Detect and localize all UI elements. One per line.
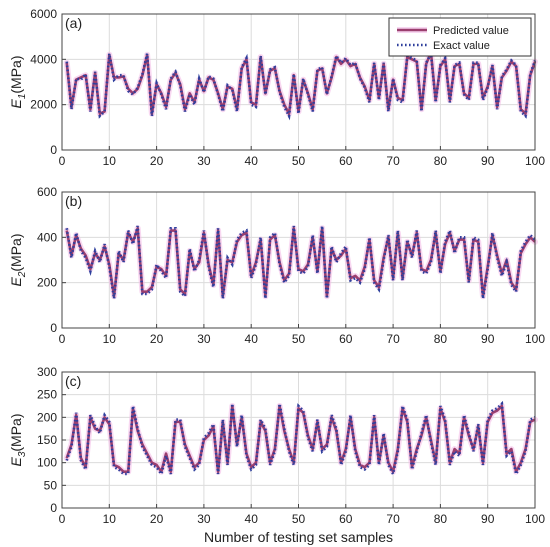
legend-label-predicted: Predicted value [433, 25, 509, 37]
y-axis-label: E1(MPa) [8, 55, 28, 108]
x-tick-label: 10 [103, 154, 117, 168]
x-axis-label: Number of testing set samples [204, 529, 393, 545]
x-tick-label: 40 [245, 512, 259, 526]
y-axis-label-subscript: 1 [17, 94, 28, 100]
y-tick-label: 250 [37, 388, 57, 402]
x-tick-label: 50 [292, 332, 306, 346]
y-tick-label: 150 [37, 433, 57, 447]
y-tick-label: 0 [50, 501, 57, 515]
series-line-exact [65, 400, 536, 478]
x-tick-label: 30 [197, 154, 211, 168]
y-axis-label-symbol: E [8, 99, 24, 109]
y-tick-label: 400 [37, 230, 57, 244]
x-tick-label: 80 [434, 512, 448, 526]
y-tick-label: 600 [37, 185, 57, 199]
y-tick-label: 200 [37, 410, 57, 424]
y-tick-label: 4000 [30, 52, 57, 66]
x-tick-label: 70 [386, 332, 400, 346]
x-tick-label: 0 [59, 332, 66, 346]
x-tick-label: 100 [525, 332, 545, 346]
predicted-halo [63, 403, 538, 475]
y-axis-label-subscript: 3 [17, 451, 28, 457]
x-tick-label: 60 [339, 512, 353, 526]
y-axis-label-symbol: E [8, 277, 24, 287]
y-tick-label: 2000 [30, 98, 57, 112]
x-tick-label: 40 [245, 154, 259, 168]
panel-label: (b) [65, 193, 82, 209]
y-axis-label-unit: (MPa) [8, 413, 24, 451]
x-tick-label: 10 [103, 512, 117, 526]
y-axis-label: E3(MPa) [8, 413, 28, 466]
series-line-exact [65, 225, 536, 300]
y-axis-label-unit: (MPa) [8, 233, 24, 271]
x-tick-label: 90 [481, 332, 495, 346]
y-tick-label: 200 [37, 276, 57, 290]
panel-3: 0 10 20 30 40 50 60 70 80 90 100 0 50 100 150 200 250 300… [8, 365, 545, 545]
x-tick-label: 100 [525, 512, 545, 526]
x-tick-label: 60 [339, 154, 353, 168]
y-tick-label: 50 [44, 478, 58, 492]
x-tick-label: 50 [292, 154, 306, 168]
y-axis-label-symbol: E [8, 457, 24, 467]
y-axis-label: E2(MPa) [8, 233, 28, 286]
x-tick-label: 20 [150, 154, 164, 168]
x-tick-label: 60 [339, 332, 353, 346]
x-tick-label: 70 [386, 154, 400, 168]
y-tick-label: 300 [37, 365, 57, 379]
series-line-predicted [65, 226, 536, 298]
x-tick-label: 30 [197, 332, 211, 346]
y-tick-label: 0 [50, 321, 57, 335]
panel-label: (c) [65, 373, 81, 389]
x-tick-label: 80 [434, 332, 448, 346]
x-tick-label: 20 [150, 332, 164, 346]
x-tick-label: 40 [245, 332, 259, 346]
panel-1: 0 10 20 30 40 50 60 70 80 90 100 0 2000 4000 6000 (a) E1… [8, 7, 545, 168]
x-tick-label: 90 [481, 154, 495, 168]
x-tick-label: 10 [103, 332, 117, 346]
y-tick-label: 0 [50, 143, 57, 157]
x-tick-label: 30 [197, 512, 211, 526]
y-axis-label-unit: (MPa) [8, 55, 24, 93]
x-tick-label: 80 [434, 154, 448, 168]
x-tick-label: 50 [292, 512, 306, 526]
y-tick-label: 6000 [30, 7, 57, 21]
legend-box [388, 17, 532, 57]
series-line-exact [65, 49, 537, 121]
x-tick-label: 20 [150, 512, 164, 526]
panel-label: (a) [65, 15, 82, 31]
x-tick-label: 0 [59, 154, 66, 168]
panel-2: 0 10 20 30 40 50 60 70 80 90 100 0 200 400 600 (b) E2(MP… [8, 185, 545, 346]
x-tick-label: 100 [525, 154, 545, 168]
legend: Predicted value Exact value [388, 17, 532, 57]
x-tick-label: 0 [59, 512, 66, 526]
x-tick-label: 90 [481, 512, 495, 526]
legend-label-exact: Exact value [433, 40, 490, 52]
x-tick-label: 70 [386, 512, 400, 526]
y-tick-label: 100 [37, 456, 57, 470]
y-axis-label-subscript: 2 [17, 271, 28, 278]
